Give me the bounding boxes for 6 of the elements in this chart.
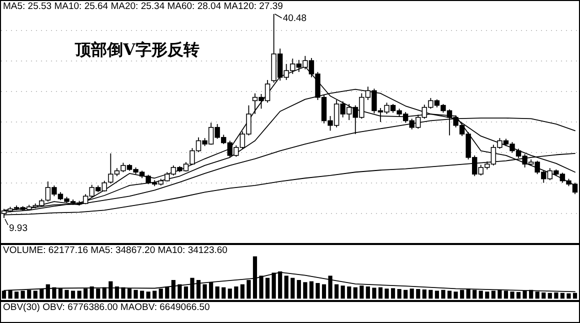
text: OBV(30) OBV: 6776386.00 MAOBV: 6649066.50	[3, 302, 210, 313]
annotation: 40.48	[282, 13, 307, 24]
annotation: VOLUME: 62177.16 MA5: 34867.20 MA10: 34123.60	[3, 245, 228, 256]
text: 9.93	[9, 223, 28, 234]
text: MA5: 25.53 MA10: 25.64 MA20: 25.34 MA60: 28.04 MA120: 27.39	[3, 1, 283, 12]
annotation: 顶部倒V字形反转	[74, 40, 200, 59]
